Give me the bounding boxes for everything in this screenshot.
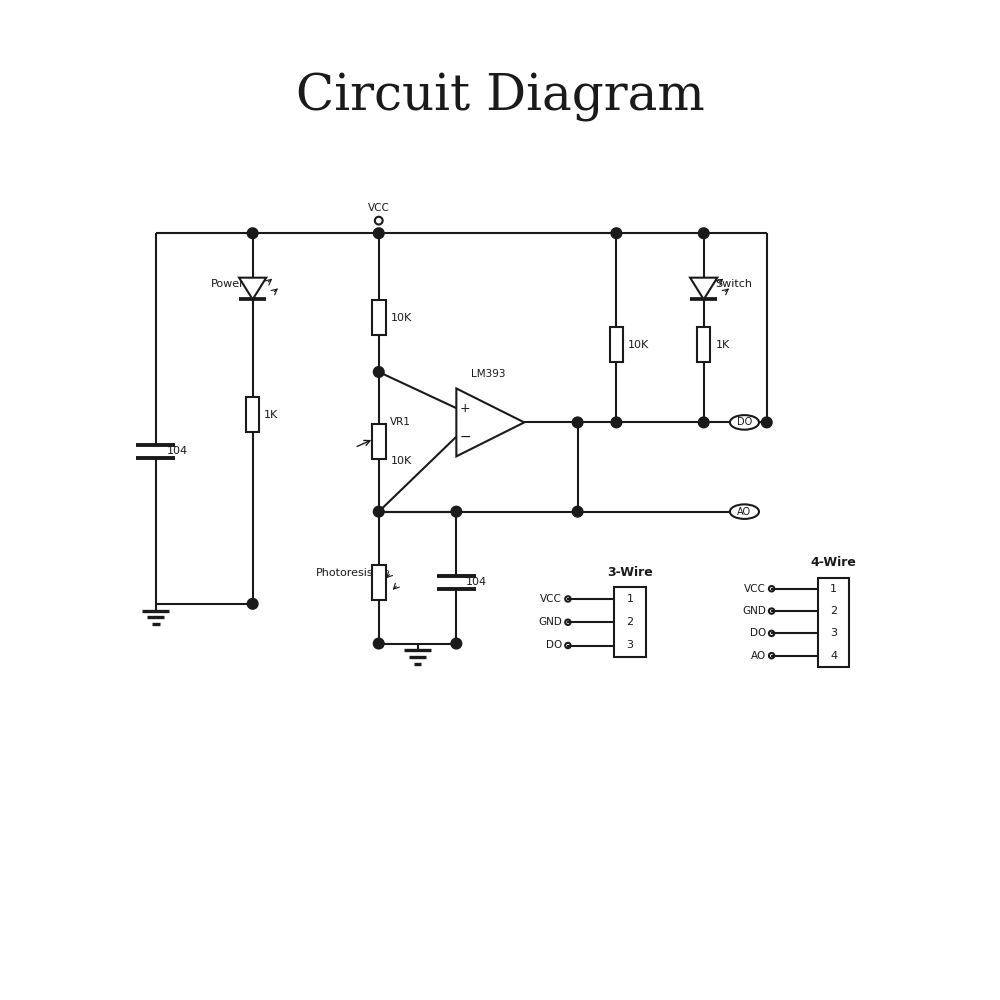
Text: GND: GND — [742, 606, 766, 616]
Text: 1: 1 — [626, 594, 633, 604]
Text: 104: 104 — [167, 446, 188, 456]
Circle shape — [572, 506, 583, 517]
Text: Switch: Switch — [715, 279, 752, 289]
Text: Power: Power — [211, 279, 245, 289]
Circle shape — [373, 228, 384, 239]
Text: AO: AO — [737, 507, 752, 517]
Bar — [246, 397, 259, 432]
Text: 4-Wire: 4-Wire — [811, 556, 857, 569]
Text: Circuit Diagram: Circuit Diagram — [296, 73, 704, 122]
Bar — [372, 565, 386, 600]
Circle shape — [451, 638, 462, 649]
Bar — [614, 587, 646, 657]
Circle shape — [373, 506, 384, 517]
Ellipse shape — [730, 504, 759, 519]
Text: 2: 2 — [626, 617, 634, 627]
Circle shape — [373, 638, 384, 649]
Circle shape — [373, 367, 384, 377]
Text: DO: DO — [546, 641, 562, 651]
Circle shape — [611, 228, 622, 239]
Polygon shape — [690, 278, 717, 299]
Text: 1K: 1K — [264, 410, 279, 420]
Text: GND: GND — [538, 617, 562, 627]
Text: AO: AO — [751, 651, 766, 661]
Circle shape — [698, 417, 709, 428]
Circle shape — [611, 417, 622, 428]
Text: 1: 1 — [830, 584, 837, 594]
Text: 4: 4 — [830, 651, 837, 661]
Text: DO: DO — [737, 417, 752, 427]
Text: 10K: 10K — [628, 340, 649, 350]
Text: +: + — [460, 402, 470, 415]
Bar — [697, 327, 710, 362]
Text: VCC: VCC — [368, 203, 390, 213]
Text: 104: 104 — [466, 577, 487, 587]
Circle shape — [572, 417, 583, 428]
Bar — [610, 327, 623, 362]
Circle shape — [247, 598, 258, 609]
Text: Photoresistor: Photoresistor — [316, 568, 389, 578]
Text: 3: 3 — [626, 641, 633, 651]
Polygon shape — [239, 278, 266, 299]
Circle shape — [698, 228, 709, 239]
Text: 2: 2 — [830, 606, 837, 616]
Bar — [372, 300, 386, 335]
Ellipse shape — [730, 415, 759, 430]
Text: VCC: VCC — [540, 594, 562, 604]
Text: VCC: VCC — [744, 584, 766, 594]
Text: LM393: LM393 — [471, 369, 506, 379]
Text: VR1: VR1 — [390, 417, 411, 427]
Text: 1K: 1K — [715, 340, 730, 350]
Circle shape — [761, 417, 772, 428]
Text: DO: DO — [750, 628, 766, 638]
Text: −: − — [459, 430, 471, 444]
Text: 10K: 10K — [390, 456, 412, 466]
Bar — [372, 424, 386, 459]
Circle shape — [451, 506, 462, 517]
Circle shape — [247, 228, 258, 239]
Text: 3-Wire: 3-Wire — [607, 566, 653, 579]
Text: 10K: 10K — [390, 313, 412, 323]
Text: 3: 3 — [830, 628, 837, 638]
Bar — [818, 578, 849, 667]
Polygon shape — [456, 388, 524, 456]
